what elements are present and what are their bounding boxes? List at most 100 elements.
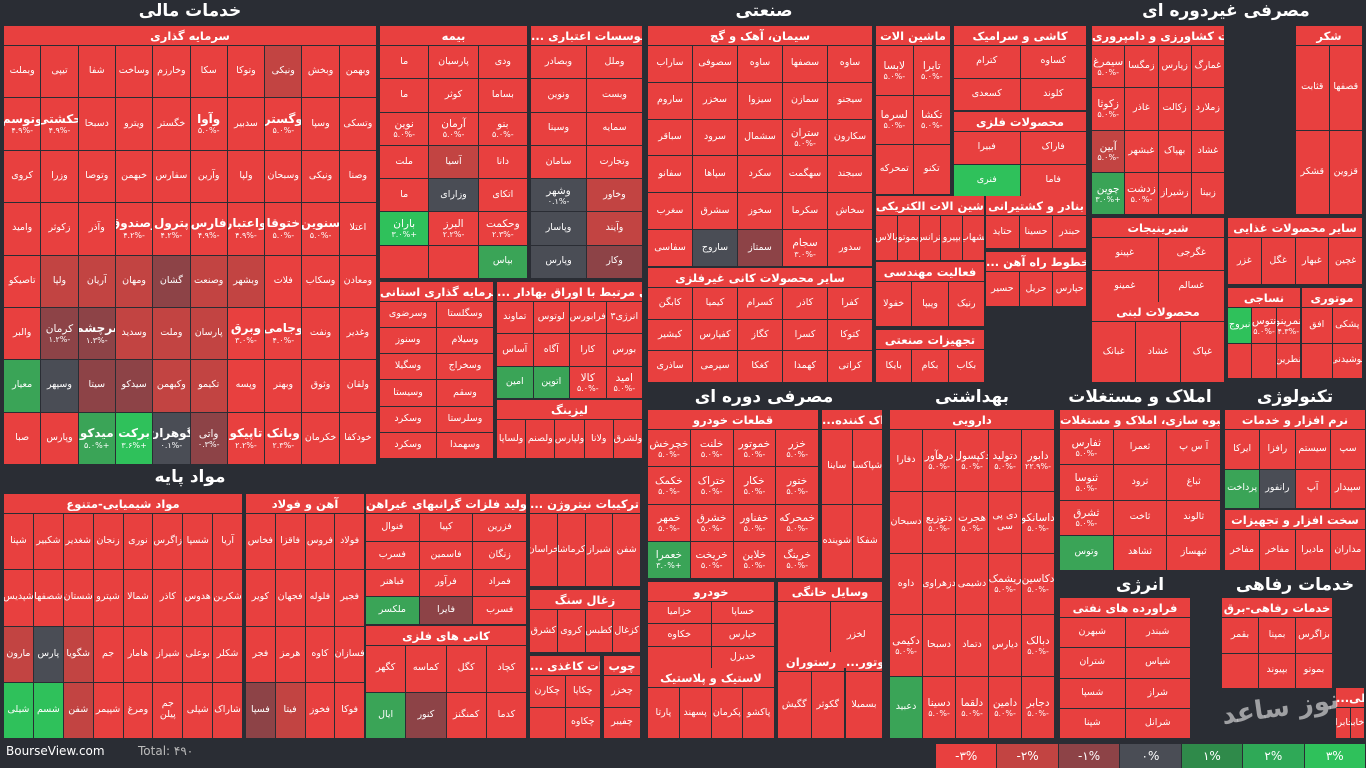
stock-cell[interactable]: زبینا — [1191, 172, 1224, 214]
stock-cell[interactable]: فرآور — [419, 569, 473, 597]
stock-cell[interactable]: البرز -۲.۲% — [429, 212, 478, 245]
stock-cell[interactable]: فوکا — [335, 682, 364, 738]
stock-cell[interactable]: سیزوا — [738, 82, 782, 119]
stock-cell[interactable]: ساوه — [738, 46, 782, 82]
stock-cell[interactable]: نمرینو-۴.۳% — [1276, 308, 1300, 343]
stock-cell[interactable]: زنگان — [473, 541, 526, 569]
stock-cell[interactable]: ولصنم — [526, 420, 555, 458]
stock-cell[interactable]: شیلی — [4, 682, 33, 738]
stock-cell[interactable]: سنوین -۵.۰% — [302, 203, 339, 255]
group-title[interactable]: ... د و ترکیبات نیتروژن — [530, 494, 640, 514]
stock-cell[interactable]: خلاین -۵.۰% — [733, 541, 776, 578]
stock-cell[interactable]: سباقر — [648, 119, 692, 156]
stock-cell[interactable]: غبشهر — [1125, 130, 1158, 172]
stock-cell[interactable]: غمینو — [1092, 270, 1158, 302]
stock-cell[interactable]: دکاسین -۵.۰% — [1022, 553, 1054, 615]
stock-cell[interactable]: خمهر -۵.۰% — [648, 504, 690, 541]
stock-cell[interactable]: سصفها — [783, 46, 827, 82]
stock-cell[interactable]: کسرام — [738, 288, 782, 319]
stock-cell[interactable]: کوثر — [429, 79, 478, 112]
stock-cell[interactable]: بوعلی — [183, 626, 213, 682]
stock-cell[interactable]: ثاخت — [1113, 500, 1167, 535]
stock-cell[interactable]: ونفت — [302, 307, 339, 360]
stock-cell[interactable]: زشیراز — [1158, 172, 1191, 214]
stock-cell[interactable]: پاکشو — [743, 688, 774, 738]
stock-cell[interactable]: شوینده — [822, 504, 852, 578]
stock-cell[interactable]: غگرجی — [1158, 238, 1224, 270]
stock-cell[interactable]: چوین +۳.۰% — [1092, 172, 1125, 214]
stock-cell[interactable]: وملل — [587, 46, 642, 79]
stock-cell[interactable]: حبندر — [1053, 216, 1086, 248]
stock-cell[interactable]: وسنوز — [380, 328, 436, 354]
stock-cell[interactable]: چخزر — [604, 676, 640, 707]
stock-cell[interactable]: دتولید -۵.۰% — [989, 430, 1021, 491]
stock-cell[interactable]: آریان — [78, 255, 115, 307]
group-title[interactable]: موتوری — [1302, 288, 1362, 308]
stock-cell[interactable]: خپارس — [711, 624, 774, 646]
stock-cell[interactable]: آسیا — [429, 145, 478, 179]
stock-cell[interactable]: بسمیلا — [846, 672, 882, 738]
stock-cell[interactable]: سدبیر — [227, 98, 265, 150]
stock-cell[interactable]: فخوز — [305, 682, 335, 738]
stock-cell[interactable]: رانفور — [1260, 469, 1295, 508]
stock-cell[interactable]: کگل — [446, 646, 486, 692]
group-title[interactable]: ... حمل و خطوط راه آهن — [986, 252, 1086, 272]
stock-cell[interactable]: چفیبر — [604, 707, 640, 738]
stock-cell[interactable]: فسرب — [473, 597, 526, 624]
stock-cell[interactable]: سیجنو — [828, 82, 872, 119]
stock-cell[interactable]: بورس — [606, 334, 642, 366]
stock-cell[interactable]: وسکرد — [380, 432, 436, 458]
stock-cell[interactable]: معیار — [4, 360, 41, 412]
group-title[interactable]: ...وتور — [846, 652, 882, 672]
group-title[interactable]: قطعات خودرو — [648, 410, 818, 430]
stock-cell[interactable]: کتوکا — [828, 319, 872, 351]
stock-cell[interactable]: شفن — [63, 682, 93, 738]
stock-cell[interactable]: وآوا -۵.۰% — [190, 98, 227, 150]
stock-cell[interactable]: نطرین — [1276, 343, 1300, 378]
stock-cell[interactable]: وپارس — [531, 245, 586, 278]
stock-cell[interactable]: فنری — [954, 164, 1020, 196]
stock-cell[interactable]: غپینو — [1092, 238, 1158, 270]
stock-cell[interactable]: فاقزا — [275, 514, 305, 570]
stock-cell[interactable]: ثشرق -۵.۰% — [1060, 500, 1113, 535]
stock-cell[interactable]: فلات — [265, 255, 302, 307]
stock-cell[interactable]: ختوقا -۵.۰% — [265, 203, 302, 255]
stock-cell[interactable]: دلقما -۵.۰% — [956, 677, 988, 738]
stock-cell[interactable] — [429, 245, 478, 278]
stock-cell[interactable]: بشهاب — [963, 216, 984, 260]
stock-cell[interactable]: کدما — [486, 692, 526, 738]
stock-cell[interactable]: کگاز — [738, 319, 782, 351]
group-title[interactable]: ماشین الات الکتریکی — [876, 196, 984, 216]
group-title[interactable]: فعالیت مهندسی — [876, 262, 984, 282]
stock-cell[interactable]: وآذر — [78, 203, 115, 255]
group-title[interactable]: کاشی و سرامیک — [954, 26, 1086, 46]
group-title[interactable]: آهن و فولاد — [246, 494, 364, 514]
stock-cell[interactable]: قزوین — [1329, 130, 1362, 214]
stock-cell[interactable]: تمحرکه — [876, 145, 913, 194]
stock-cell[interactable]: چکاپا — [565, 676, 600, 707]
group-title[interactable]: ماشین الات — [876, 26, 950, 46]
stock-cell[interactable]: کابگن — [648, 288, 692, 319]
stock-cell[interactable]: فخاس — [246, 514, 275, 570]
stock-cell[interactable]: دانا — [478, 145, 527, 179]
stock-cell[interactable]: پکرمان — [711, 688, 743, 738]
stock-cell[interactable]: وساخت — [115, 46, 153, 98]
stock-cell[interactable]: وآرین — [190, 150, 227, 203]
stock-cell[interactable]: پسهند — [679, 688, 711, 738]
stock-cell[interactable]: افق — [1302, 308, 1332, 343]
stock-cell[interactable]: وسبحان — [265, 150, 302, 203]
group-title[interactable]: لاستیک و پلاستیک — [648, 668, 774, 688]
group-title[interactable]: بیمه — [380, 26, 527, 46]
stock-cell[interactable]: جم — [93, 626, 123, 682]
stock-cell[interactable]: وخاور — [587, 179, 642, 212]
stock-cell[interactable]: زکالت — [1158, 88, 1191, 130]
stock-cell[interactable]: ملت — [380, 145, 429, 179]
stock-cell[interactable]: باران +۳.۰% — [380, 212, 429, 245]
stock-cell[interactable]: وسلرستا — [437, 406, 493, 432]
stock-cell[interactable]: شتران — [1060, 648, 1125, 678]
stock-cell[interactable]: خدیزل — [711, 646, 774, 668]
stock-cell[interactable]: زنجان — [93, 514, 123, 570]
stock-cell[interactable]: سشمال — [738, 119, 782, 156]
stock-cell[interactable]: سبجند — [828, 156, 872, 193]
stock-cell[interactable]: وزرا — [41, 150, 78, 203]
